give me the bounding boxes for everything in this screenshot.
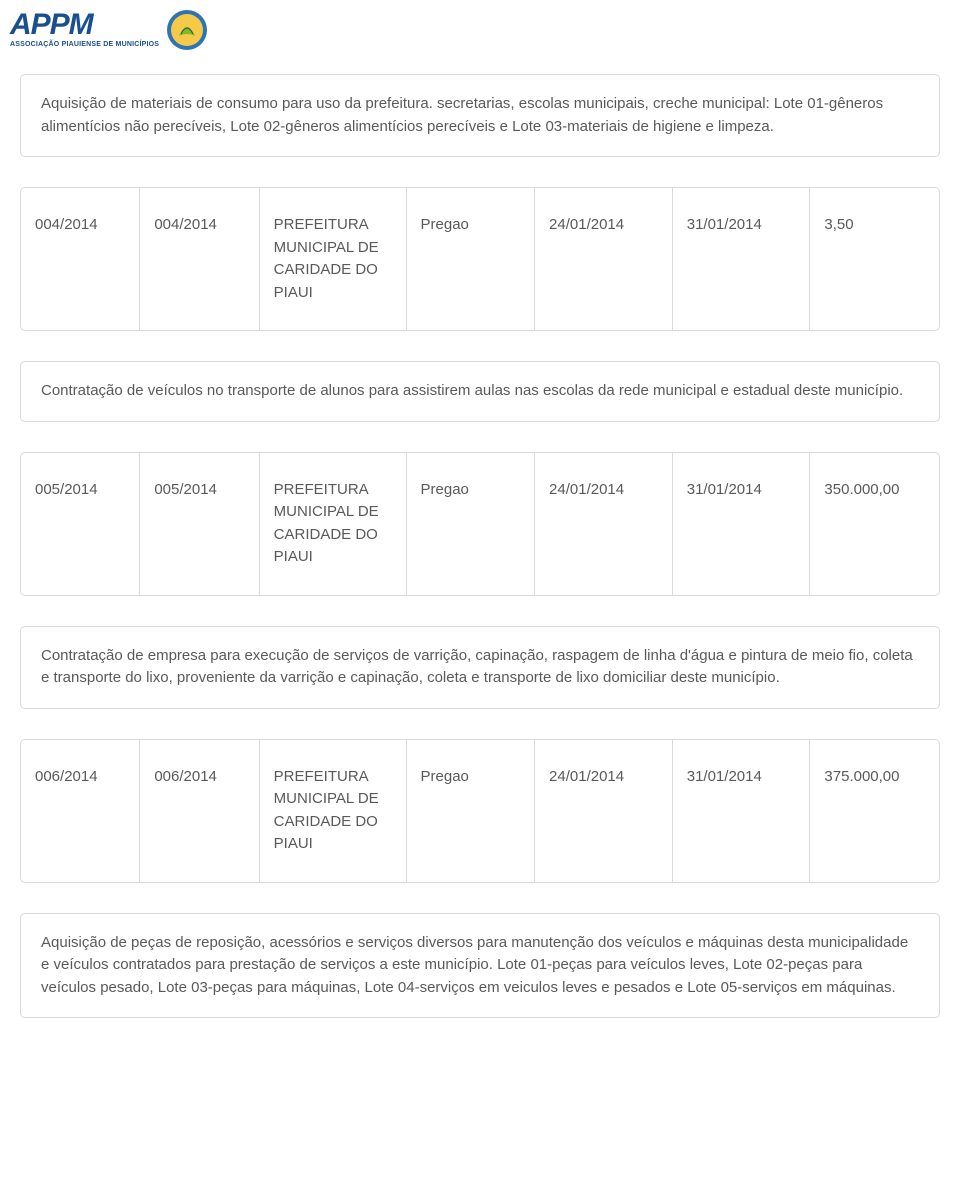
cell-ref-num: 004/2014 bbox=[140, 188, 259, 330]
cell-type: Pregao bbox=[407, 453, 536, 595]
cell-value: 3,50 bbox=[810, 188, 939, 330]
logo-sub-text: ASSOCIAÇÃO PIAUIENSE DE MUNICÍPIOS bbox=[10, 40, 159, 51]
logo-main-text: APPM bbox=[10, 10, 159, 40]
data-row-table: 004/2014 004/2014 PREFEITURA MUNICIPAL D… bbox=[20, 187, 940, 331]
document-content: Aquisição de materiais de consumo para u… bbox=[0, 56, 960, 1068]
description-box: Contratação de empresa para execução de … bbox=[20, 626, 940, 709]
header-logo: APPM ASSOCIAÇÃO PIAUIENSE DE MUNICÍPIOS bbox=[0, 0, 960, 56]
cell-date-end: 31/01/2014 bbox=[673, 188, 811, 330]
description-text: Contratação de empresa para execução de … bbox=[41, 647, 913, 687]
cell-value: 350.000,00 bbox=[810, 453, 939, 595]
description-text: Aquisição de materiais de consumo para u… bbox=[41, 95, 883, 135]
cell-entity: PREFEITURA MUNICIPAL DE CARIDADE DO PIAU… bbox=[260, 188, 407, 330]
cell-date-end: 31/01/2014 bbox=[673, 740, 811, 882]
cell-type: Pregao bbox=[407, 740, 536, 882]
cell-entity: PREFEITURA MUNICIPAL DE CARIDADE DO PIAU… bbox=[260, 453, 407, 595]
cell-proc-num: 004/2014 bbox=[21, 188, 140, 330]
description-box: Aquisição de materiais de consumo para u… bbox=[20, 74, 940, 157]
cell-entity: PREFEITURA MUNICIPAL DE CARIDADE DO PIAU… bbox=[260, 740, 407, 882]
cell-date-end: 31/01/2014 bbox=[673, 453, 811, 595]
cell-type: Pregao bbox=[407, 188, 536, 330]
description-text: Contratação de veículos no transporte de… bbox=[41, 382, 903, 399]
cell-proc-num: 006/2014 bbox=[21, 740, 140, 882]
cell-ref-num: 006/2014 bbox=[140, 740, 259, 882]
cell-date-start: 24/01/2014 bbox=[535, 188, 673, 330]
emblem-icon bbox=[165, 8, 209, 52]
cell-date-start: 24/01/2014 bbox=[535, 740, 673, 882]
cell-proc-num: 005/2014 bbox=[21, 453, 140, 595]
table-row: 005/2014 005/2014 PREFEITURA MUNICIPAL D… bbox=[21, 453, 939, 595]
data-row-table: 005/2014 005/2014 PREFEITURA MUNICIPAL D… bbox=[20, 452, 940, 596]
table-row: 004/2014 004/2014 PREFEITURA MUNICIPAL D… bbox=[21, 188, 939, 330]
logo-text-block: APPM ASSOCIAÇÃO PIAUIENSE DE MUNICÍPIOS bbox=[10, 10, 159, 51]
description-box: Contratação de veículos no transporte de… bbox=[20, 361, 940, 422]
description-text: Aquisição de peças de reposição, acessór… bbox=[41, 934, 908, 996]
data-row-table: 006/2014 006/2014 PREFEITURA MUNICIPAL D… bbox=[20, 739, 940, 883]
description-box: Aquisição de peças de reposição, acessór… bbox=[20, 913, 940, 1019]
cell-date-start: 24/01/2014 bbox=[535, 453, 673, 595]
cell-value: 375.000,00 bbox=[810, 740, 939, 882]
cell-ref-num: 005/2014 bbox=[140, 453, 259, 595]
table-row: 006/2014 006/2014 PREFEITURA MUNICIPAL D… bbox=[21, 740, 939, 882]
